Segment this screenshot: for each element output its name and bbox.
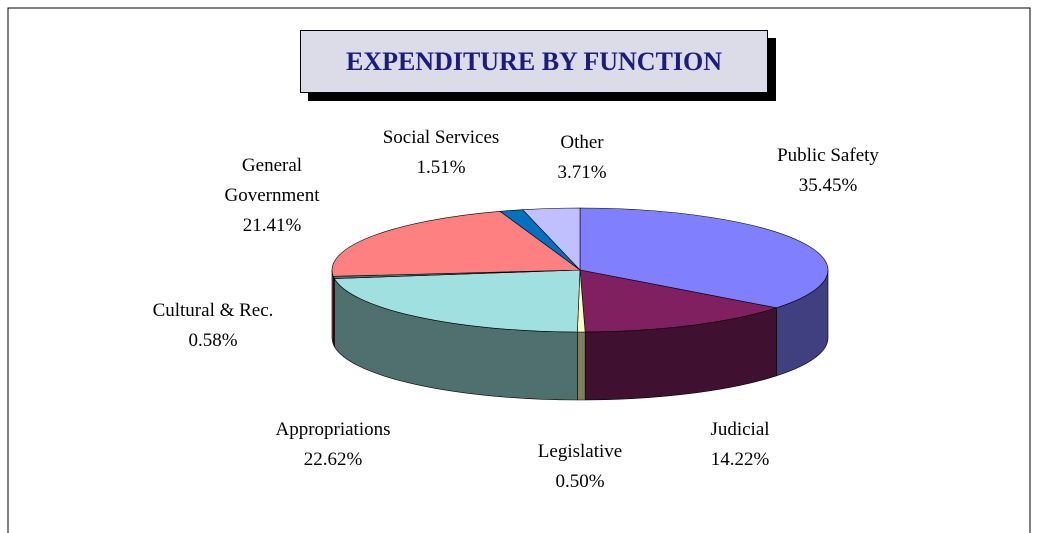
value-label: 0.50% xyxy=(555,471,605,492)
value-label: 1.51% xyxy=(416,157,466,178)
pie-slice xyxy=(331,210,581,277)
slice-label: Public Safety 35.45% xyxy=(728,141,928,201)
slice-label: Social Services 1.51% xyxy=(341,123,541,183)
pie-side xyxy=(331,269,334,345)
category-name: Other xyxy=(560,132,604,153)
slice-label: Other 3.71% xyxy=(522,128,642,188)
category-name: Legislative xyxy=(537,441,623,462)
slice-label: Judicial 14.22% xyxy=(660,415,820,475)
value-label: 3.71% xyxy=(557,162,607,183)
category-name: Judicial xyxy=(710,419,770,440)
pie-slice xyxy=(579,207,829,309)
value-label: 0.58% xyxy=(188,330,238,351)
category-name: General Government xyxy=(224,155,320,206)
category-name: Public Safety xyxy=(777,145,879,166)
pie-slice xyxy=(579,269,777,333)
slice-label: Cultural & Rec. 0.58% xyxy=(113,296,313,356)
value-label: 35.45% xyxy=(798,175,858,196)
category-name: Cultural & Rec. xyxy=(152,300,274,321)
pie-slice xyxy=(522,207,581,271)
value-label: 21.41% xyxy=(242,215,302,236)
value-label: 14.22% xyxy=(710,449,770,470)
category-name: Appropriations xyxy=(275,419,391,440)
pie-side xyxy=(577,331,586,401)
frame xyxy=(7,7,1031,533)
pie-slice xyxy=(333,269,581,333)
value-label: 22.62% xyxy=(303,449,363,470)
category-name: Social Services xyxy=(382,127,500,148)
chart-title: EXPENDITURE BY FUNCTION xyxy=(300,30,768,93)
slice-label: General Government 21.41% xyxy=(212,151,332,241)
slice-label: Appropriations 22.62% xyxy=(233,415,433,475)
slice-label: Legislative 0.50% xyxy=(500,437,660,497)
